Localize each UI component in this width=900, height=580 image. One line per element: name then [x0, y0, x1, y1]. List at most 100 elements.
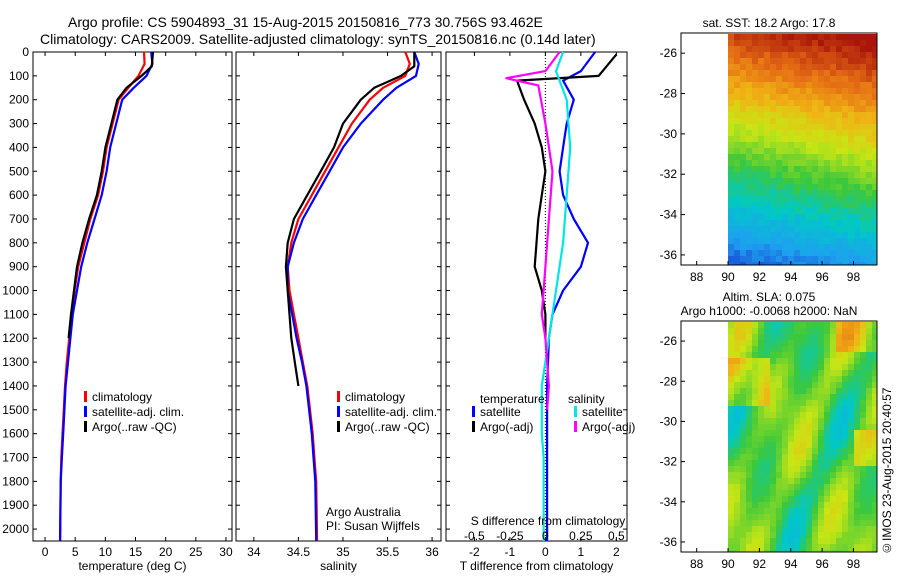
map-cell [752, 376, 759, 383]
map-cell [758, 160, 765, 167]
map-cell [830, 70, 837, 77]
map-cell [752, 346, 759, 353]
map-cell [752, 232, 759, 239]
map-cell [812, 64, 819, 71]
map-cell [800, 226, 807, 233]
plot-frame [445, 51, 628, 542]
map-cell [806, 502, 813, 509]
map-cell [830, 502, 837, 509]
map-cell [770, 514, 777, 521]
map-cell [866, 340, 873, 347]
map-cell [836, 526, 843, 533]
map-cell [830, 388, 837, 395]
map-cell [818, 514, 825, 521]
map-cell [866, 370, 873, 377]
map-cell [782, 220, 789, 227]
map-cell [758, 208, 765, 215]
map-cell [818, 508, 825, 515]
map-cell [764, 412, 771, 419]
map-cell [752, 148, 759, 155]
map-cell [782, 64, 789, 71]
x-tick-label: 1 [578, 545, 585, 559]
map-cell [752, 526, 759, 533]
map-cell [752, 256, 759, 263]
y-tick-label: 100 [9, 69, 29, 83]
map-cell [752, 154, 759, 161]
map-cell [806, 46, 813, 53]
map-cell [866, 250, 873, 257]
x-tick-label: 0 [542, 545, 549, 559]
x-tick-label: 90 [721, 557, 735, 571]
map-cell [746, 472, 753, 479]
map-cell [836, 250, 843, 257]
map-cell [776, 400, 783, 407]
map-cell [746, 244, 753, 251]
y-tick-label: 1800 [2, 474, 29, 488]
map-cell [776, 202, 783, 209]
map-cell [728, 340, 735, 347]
map-cell [842, 472, 849, 479]
map-cell [830, 442, 837, 449]
map-cell [746, 214, 753, 221]
map-cell [776, 214, 783, 221]
map-cell [854, 400, 861, 407]
map-cell [848, 406, 855, 413]
map-cell [746, 520, 753, 527]
map-cell [752, 448, 759, 455]
map-cell [764, 238, 771, 245]
map-cell [794, 550, 801, 552]
map-cell [794, 352, 801, 359]
map-cell [758, 190, 765, 197]
map-cell [806, 184, 813, 191]
map-cell [734, 220, 741, 227]
map-cell [770, 484, 777, 491]
map-cell [782, 430, 789, 437]
map-cell [734, 76, 741, 83]
map-cell [752, 472, 759, 479]
map-cell [824, 244, 831, 251]
map-cell [800, 52, 807, 59]
map-cell [848, 394, 855, 401]
map-cell [794, 520, 801, 527]
map-cell [860, 352, 867, 359]
map-cell [740, 400, 747, 407]
map-cell [740, 346, 747, 353]
map-cell [728, 208, 735, 215]
map-cell [848, 502, 855, 509]
map-cell [800, 40, 807, 47]
map-cell [734, 526, 741, 533]
map-cell [782, 538, 789, 545]
map-cell [836, 76, 843, 83]
map-cell [746, 532, 753, 539]
map-cell [752, 370, 759, 377]
map-cell [746, 424, 753, 431]
map-cell [842, 454, 849, 461]
y-tick-label: -28 [660, 374, 678, 388]
map-cell [854, 220, 861, 227]
map-cell [770, 448, 777, 455]
map-cell [740, 202, 747, 209]
map-cell [842, 370, 849, 377]
map-cell [860, 520, 867, 527]
map-cell [824, 424, 831, 431]
map-cell [788, 508, 795, 515]
map-cell [836, 94, 843, 101]
map-cell [776, 382, 783, 389]
map-cell [806, 448, 813, 455]
map-cell [812, 82, 819, 89]
map-cell [812, 196, 819, 203]
map-cell [782, 496, 789, 503]
map-cell [812, 178, 819, 185]
map-cell [824, 196, 831, 203]
map-cell [812, 244, 819, 251]
map-cell [758, 220, 765, 227]
map-cell [800, 172, 807, 179]
map-cell [728, 232, 735, 239]
map-cell [818, 250, 825, 257]
map-cell [728, 526, 735, 533]
map-cell [872, 58, 877, 65]
map-cell [824, 340, 831, 347]
map-cell [794, 424, 801, 431]
map-cell [842, 478, 849, 485]
map-cell [734, 454, 741, 461]
